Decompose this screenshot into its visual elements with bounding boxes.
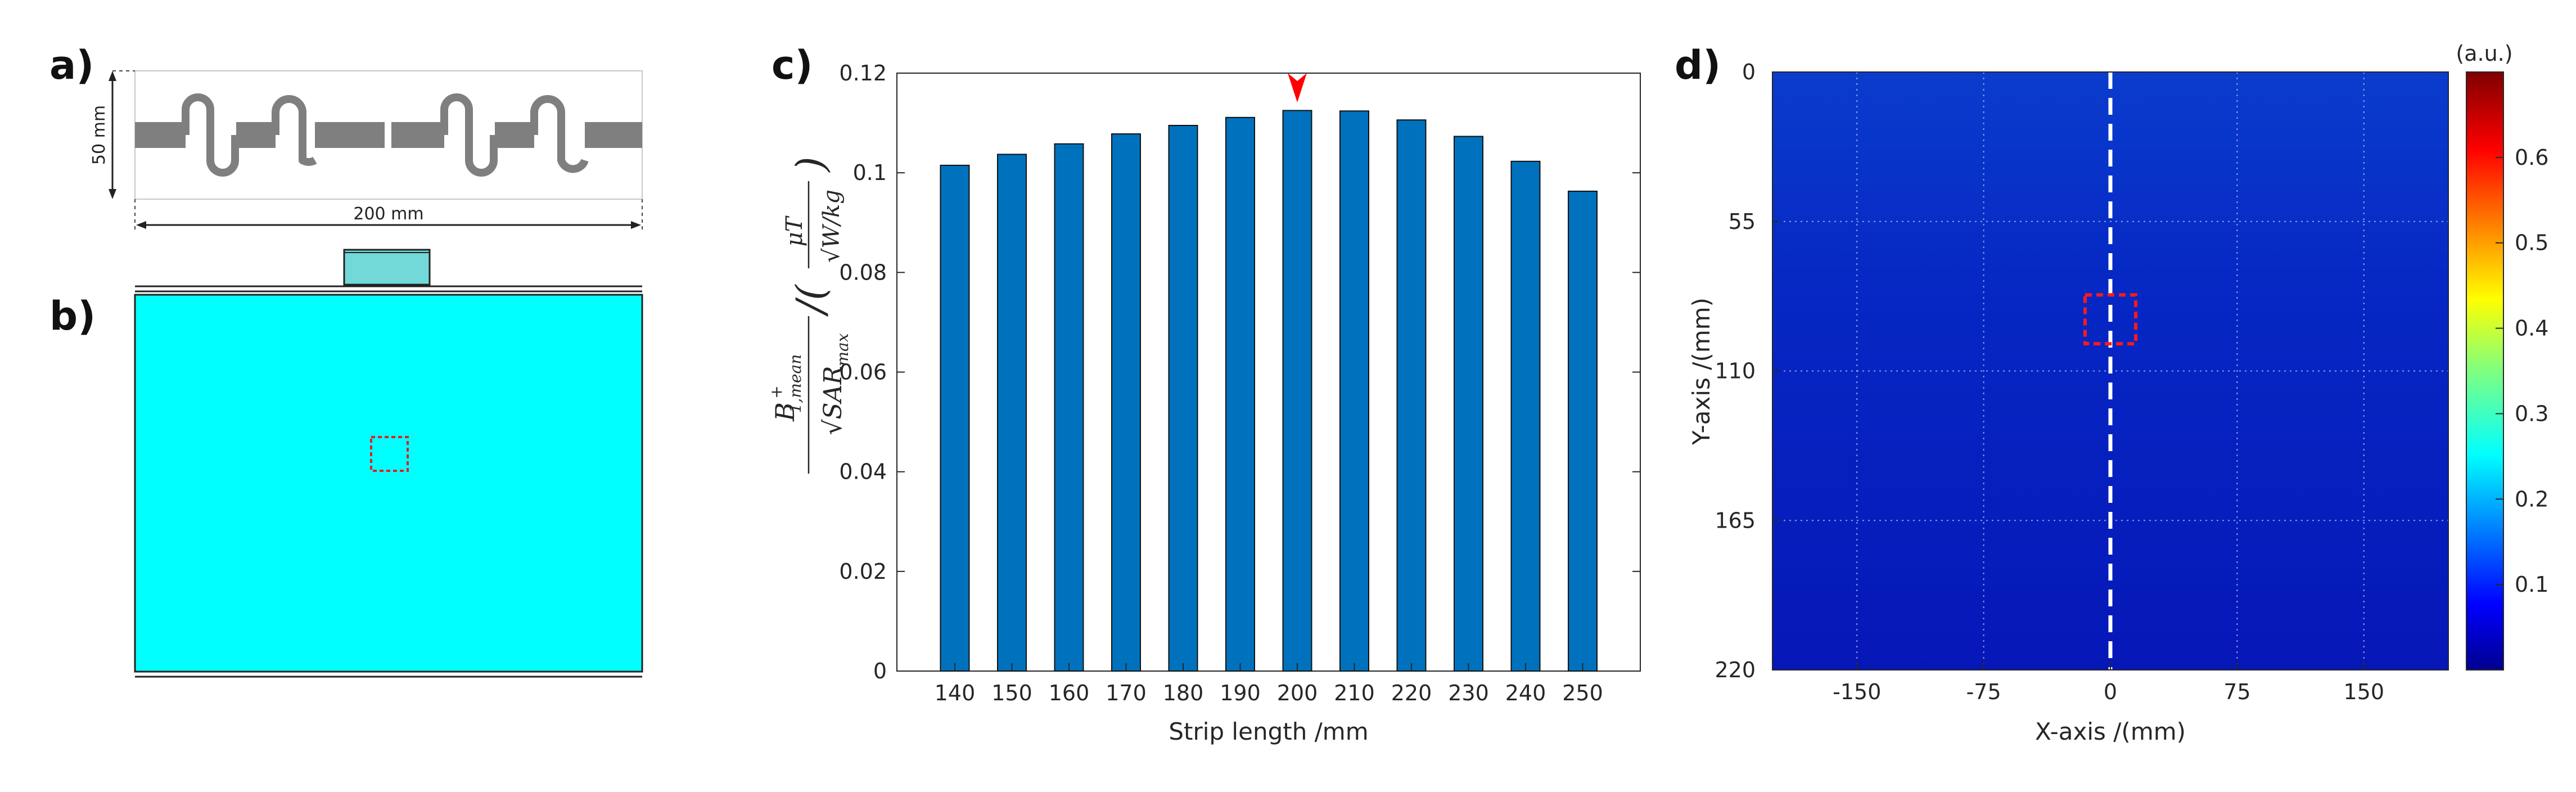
colorbar-ticks: 0.1 0.2 0.3 0.4 0.5 0.6 (2496, 145, 2548, 597)
bar-xtick-label: 150 (991, 681, 1032, 705)
map-roi-box (2083, 293, 2138, 346)
bar-ytick-label: 0.08 (839, 260, 887, 285)
colorbar-unit-label: (a.u.) (2456, 41, 2512, 66)
optimal-length-marker (1288, 73, 1307, 102)
map-ytick-label: 55 (1729, 209, 1756, 234)
panel-b-letter: b) (49, 293, 96, 339)
bar-y-ticks: 0 0.02 0.04 0.06 0.08 0.1 0.12 (839, 61, 1640, 683)
colorbar-tick-label: 0.6 (2515, 145, 2548, 170)
colorbar-tick-label: 0.2 (2515, 487, 2548, 511)
bar-xtick-label: 140 (935, 681, 976, 705)
bar-ytick-label: 0.02 (839, 559, 887, 584)
bar-xtick-label: 230 (1448, 681, 1489, 705)
ylabel-slash: /( (788, 284, 834, 317)
bar-220 (1396, 119, 1427, 672)
bar-230 (1454, 136, 1483, 672)
colorbar-tick-label: 0.4 (2515, 316, 2548, 341)
height-arrow-bottom (109, 189, 116, 199)
bar-xtick-label: 210 (1334, 681, 1375, 705)
field-hotspot (1857, 72, 2397, 387)
map-xtick-label: 150 (2343, 680, 2384, 704)
bar-y-label: B + 1,mean √SAR max /( μT √W/kg ) (767, 156, 852, 474)
ylabel-b1-symbol: B (770, 402, 800, 422)
ylabel-unit-den: √W/kg (819, 190, 845, 263)
map-ytick-label: 220 (1715, 658, 1756, 682)
bar-160 (1054, 143, 1084, 672)
map-xtick-label: -75 (1966, 680, 2001, 704)
bar-170 (1111, 133, 1141, 672)
bar-xtick-label: 180 (1163, 681, 1204, 705)
ylabel-denominator: √SAR (819, 366, 847, 435)
map-x-label: X-axis /(mm) (2035, 718, 2186, 745)
bar-xtick-label: 170 (1106, 681, 1147, 705)
panel-a: a) 50 mm 200 mm (49, 42, 643, 231)
bar-ytick-label: 0.1 (853, 160, 887, 185)
bar-x-ticks: 140 150 160 170 180 190 200 210 220 230 240 250 (935, 663, 1603, 705)
bar-140 (940, 164, 970, 672)
meander-strip (135, 93, 642, 177)
colorbar-tick-label: 0.3 (2515, 401, 2548, 426)
colorbar-tick-label: 0.5 (2515, 231, 2548, 255)
bar-xtick-label: 190 (1220, 681, 1261, 705)
bar-250 (1568, 190, 1598, 672)
bar-200 (1282, 110, 1312, 672)
bar-xtick-label: 220 (1391, 681, 1432, 705)
bar-xtick-label: 240 (1505, 681, 1546, 705)
phantom-body (134, 294, 643, 673)
ylabel-subscript: 1,mean (786, 354, 805, 413)
map-y-ticks: 0 55 110 165 220 (1715, 60, 1780, 682)
panel-c: c) 0 0.02 0.04 0.06 0.08 0.1 0.12 140 150 160 170… (767, 42, 1641, 745)
bar-ytick-label: 0.12 (839, 61, 887, 86)
bar-190 (1225, 116, 1255, 672)
map-xtick-label: 75 (2223, 680, 2250, 704)
colorbar-tick-label: 0.1 (2515, 572, 2548, 597)
bar-210 (1339, 110, 1369, 672)
bar-x-label: Strip length /mm (1169, 718, 1368, 745)
ylabel-close-paren: ) (788, 156, 834, 173)
bar-series (940, 110, 1598, 672)
panel-d-letter: d) (1675, 42, 1721, 88)
ylabel-plus: + (767, 385, 786, 398)
width-label: 200 mm (353, 204, 423, 224)
bar-150 (997, 154, 1027, 672)
height-label: 50 mm (89, 105, 109, 165)
map-xtick-label: -150 (1833, 680, 1881, 704)
map-ytick-label: 165 (1715, 508, 1756, 533)
bar-xtick-label: 250 (1562, 681, 1603, 705)
bar-180 (1168, 125, 1198, 672)
roi-box (370, 436, 409, 472)
panel-c-letter: c) (772, 42, 813, 88)
map-ytick-label: 0 (1742, 60, 1756, 84)
map-ytick-label: 110 (1715, 359, 1756, 384)
width-arrow-left (136, 221, 146, 229)
bar-xtick-label: 160 (1049, 681, 1090, 705)
map-y-label: Y-axis /(mm) (1688, 298, 1715, 446)
coil-block (343, 249, 431, 286)
bar-xtick-label: 200 (1277, 681, 1318, 705)
height-arrow-top (109, 71, 116, 81)
panel-a-letter: a) (49, 42, 94, 88)
ylabel-den-sub: max (833, 333, 852, 366)
width-arrow-right (631, 221, 641, 229)
ylabel-unit-num: μT (782, 215, 807, 246)
colorbar (2466, 71, 2504, 670)
bar-240 (1510, 160, 1541, 672)
bar-ytick-label: 0.06 (839, 360, 887, 385)
bar-ytick-label: 0.04 (839, 460, 887, 484)
bar-ytick-label: 0 (873, 659, 887, 683)
map-xtick-label: 0 (2104, 680, 2117, 704)
panel-b: b) (49, 249, 643, 678)
map-x-ticks: -150 -75 0 75 150 (1833, 662, 2384, 704)
panel-d: d) -150 -75 0 75 150 0 55 110 165 220 X-axis /(m… (1675, 41, 2548, 745)
